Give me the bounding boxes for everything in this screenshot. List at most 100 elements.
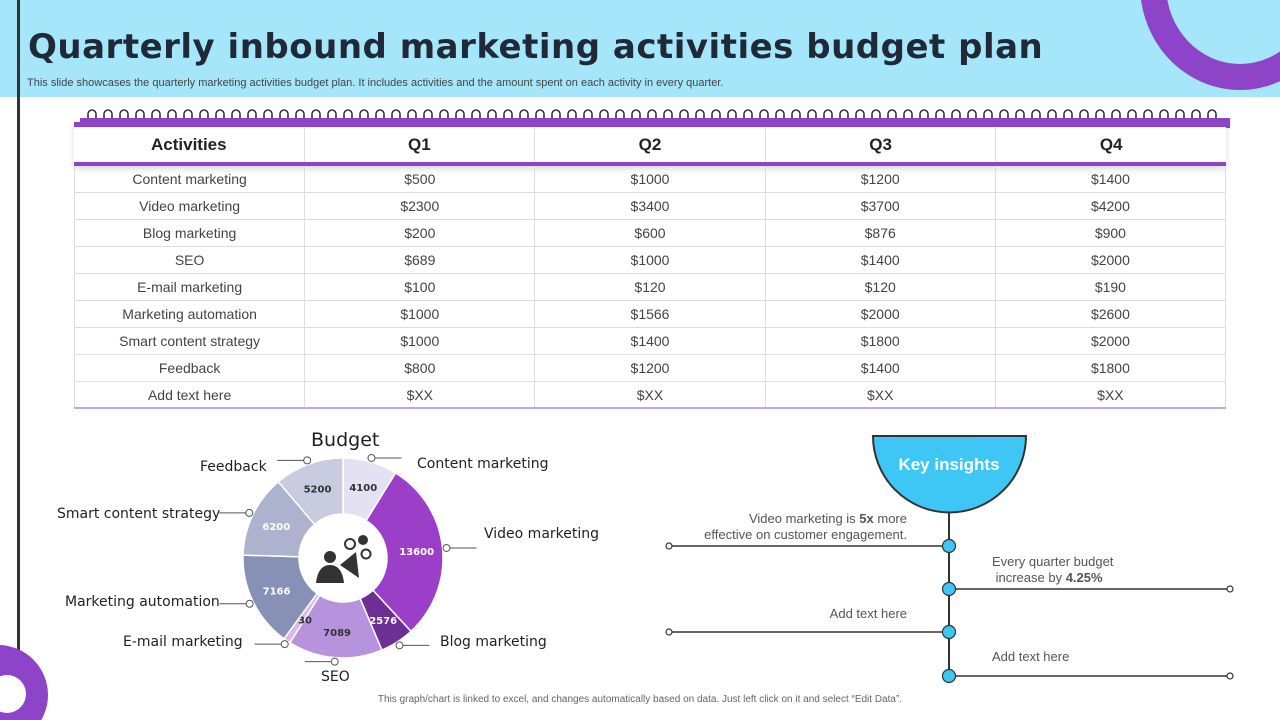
table-cell-amount: $1000 <box>535 166 766 192</box>
table-cell-amount: $1400 <box>535 328 766 354</box>
table-row: Feedback $800 $1200 $1400 $1800 <box>74 355 1227 382</box>
insight-2: Every quarter budget increase by 4.25% <box>992 554 1212 586</box>
table-cell-amount: $2600 <box>996 301 1227 327</box>
pie-leader-dot <box>395 641 404 650</box>
table-cell-amount: $2000 <box>996 328 1227 354</box>
table-cell-amount: $600 <box>535 220 766 246</box>
table-cell-amount: $1800 <box>766 328 996 354</box>
table-cell-amount: $2300 <box>305 193 536 219</box>
table-cell-activity: Add text here <box>74 382 306 407</box>
table-cell-amount: $1800 <box>996 355 1227 381</box>
table-cell-activity: Marketing automation <box>74 301 306 327</box>
table-row: Marketing automation $1000 $1566 $2000 $2600 <box>74 301 1227 328</box>
key-insights-badge <box>871 435 1028 514</box>
insight-1-bold: 5x <box>859 511 874 526</box>
insight-2-text: Every quarter budget <box>992 554 1114 569</box>
table-header-row: Activities Q1 Q2 Q3 Q4 <box>74 122 1226 166</box>
pie-leader-dot <box>330 657 339 666</box>
pie-value-label: 4100 <box>349 483 377 494</box>
table-row: Blog marketing $200 $600 $876 $900 <box>74 220 1227 247</box>
table-row: Video marketing $2300 $3400 $3700 $4200 <box>74 193 1227 220</box>
table-row: Smart content strategy $1000 $1400 $1800 $20… <box>74 328 1227 355</box>
marketing-megaphone-icon <box>316 535 372 583</box>
table-cell-amount: $1000 <box>535 247 766 273</box>
insight-1-text-post: more <box>873 511 907 526</box>
insight-3: Add text here <box>829 606 907 621</box>
table-cell-activity: Content marketing <box>74 166 306 192</box>
key-insights-heading: Key insights <box>898 455 1000 474</box>
chart-title: Budget <box>311 429 380 451</box>
table-cell-activity: Smart content strategy <box>74 328 306 354</box>
table-cell-amount: $1400 <box>766 355 996 381</box>
pie-value-label: 6200 <box>262 522 290 533</box>
page-subtitle: This slide showcases the quarterly marke… <box>27 77 724 89</box>
table-cell-amount: $120 <box>766 274 996 300</box>
pie-value-label: 2576 <box>369 616 397 627</box>
table-header-q2: Q2 <box>535 127 766 162</box>
decorative-circle <box>0 645 48 720</box>
table-cell-amount: $876 <box>766 220 996 246</box>
table-cell-amount: $1000 <box>305 301 536 327</box>
table-row: Content marketing $500 $1000 $1200 $1400 <box>74 166 1227 193</box>
table-header-q3: Q3 <box>766 127 997 162</box>
pie-leader-dot <box>245 508 254 517</box>
table-cell-amount: $3400 <box>535 193 766 219</box>
table-cell-amount: $100 <box>305 274 536 300</box>
pie-value-label: 530 <box>291 615 312 626</box>
pie-label-marketing-automation: Marketing automation <box>65 594 220 610</box>
table-cell-amount: $1566 <box>535 301 766 327</box>
insight-2-line2: increase by <box>992 570 1066 585</box>
table-body: Content marketing $500 $1000 $1200 $1400 Vide… <box>74 166 1227 409</box>
table-cell-amount: $800 <box>305 355 536 381</box>
table-cell-amount: $XX <box>535 382 766 407</box>
pie-slice <box>277 457 344 526</box>
table-cell-amount: $1200 <box>766 166 996 192</box>
table-header-q1: Q1 <box>305 127 536 162</box>
pie-leader-dot <box>245 599 254 608</box>
insight-1: Video marketing is 5x more effective on … <box>700 511 907 543</box>
table-cell-activity: Video marketing <box>74 193 306 219</box>
pie-label-content-marketing: Content marketing <box>417 456 549 472</box>
table-cell-amount: $2000 <box>996 247 1227 273</box>
table-cell-amount: $1000 <box>305 328 536 354</box>
insight-1-line2: effective on customer engagement. <box>704 527 907 542</box>
pie-label-video-marketing: Video marketing <box>484 526 600 542</box>
pie-label-feedback: Feedback <box>200 459 267 475</box>
pie-label-blog-marketing: Blog marketing <box>440 634 547 650</box>
left-rule <box>17 0 20 720</box>
table-cell-activity: SEO <box>74 247 306 273</box>
pie-value-label: 13600 <box>399 547 434 558</box>
table-cell-amount: $XX <box>766 382 996 407</box>
table-cell-amount: $XX <box>996 382 1227 407</box>
table-cell-amount: $3700 <box>766 193 996 219</box>
pie-label-smart-content-strategy: Smart content strategy <box>57 506 221 522</box>
table-cell-amount: $1200 <box>535 355 766 381</box>
header-band <box>0 0 1280 97</box>
table-cell-amount: $190 <box>996 274 1227 300</box>
insight-2-bold: 4.25% <box>1065 570 1103 585</box>
footnote: This graph/chart is linked to excel, and… <box>377 694 903 705</box>
pie-leader-dot <box>367 453 376 462</box>
pie-label-seo: SEO <box>321 669 350 685</box>
pie-leader-dot <box>303 456 312 465</box>
pie-slice <box>365 471 444 633</box>
budget-table: Activities Q1 Q2 Q3 Q4 Content marketing… <box>74 122 1227 409</box>
table-cell-activity: Blog marketing <box>74 220 306 246</box>
insight-1-text: Video marketing is <box>748 511 860 526</box>
table-cell-amount: $4200 <box>996 193 1227 219</box>
pie-label-email-marketing: E-mail marketing <box>123 634 243 650</box>
insight-4: Add text here <box>992 649 1070 664</box>
table-row: E-mail marketing $100 $120 $120 $190 <box>74 274 1227 301</box>
table-cell-amount: $XX <box>305 382 536 407</box>
table-cell-activity: Feedback <box>74 355 306 381</box>
table-cell-amount: $689 <box>305 247 536 273</box>
table-cell-amount: $2000 <box>766 301 996 327</box>
table-row: Add text here $XX $XX $XX $XX <box>74 382 1227 409</box>
pie-value-label: 7166 <box>263 587 291 598</box>
page-title: Quarterly inbound marketing activities b… <box>28 27 1044 67</box>
table-cell-amount: $1400 <box>766 247 996 273</box>
table-cell-amount: $1400 <box>996 166 1227 192</box>
